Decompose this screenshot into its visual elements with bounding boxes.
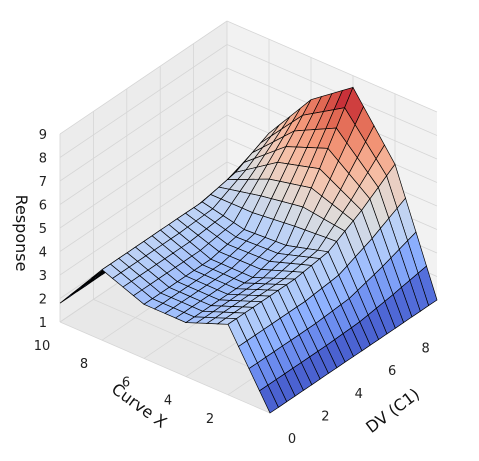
- grid-line-z: [59, 67, 228, 182]
- z-tick-label: 4: [39, 246, 47, 261]
- grid-line-z: [59, 44, 228, 158]
- grid-line-z: [59, 161, 228, 276]
- x-tick-label: 8: [421, 342, 429, 357]
- y-tick-label: 8: [80, 357, 88, 372]
- x-tick-label: 6: [388, 364, 396, 379]
- grid-line-z: [59, 91, 228, 205]
- grid-line-z: [59, 20, 228, 135]
- y-tick-label: 6: [122, 375, 130, 390]
- y-tick-label: 4: [164, 394, 172, 409]
- z-tick-label: 8: [39, 152, 47, 167]
- surface-mesh: [59, 86, 438, 414]
- y-tick-label: 10: [34, 339, 51, 354]
- x-tick-label: 2: [321, 409, 329, 424]
- grid-line-z: [59, 114, 228, 229]
- z-tick-label: 7: [39, 175, 47, 190]
- z-tick-label: 3: [39, 269, 47, 284]
- x-tick-label: 0: [288, 432, 296, 447]
- grid-line-z: [59, 138, 228, 252]
- z-tick-label: 5: [39, 222, 47, 237]
- y-tick-label: 2: [206, 412, 214, 427]
- z-tick-label: 2: [39, 293, 47, 308]
- surface-facet: [259, 384, 279, 414]
- z-axis-label: Response: [12, 195, 31, 272]
- y-axis-label: Curve X: [108, 379, 170, 432]
- x-axis-label: DV (C1): [362, 384, 423, 436]
- grid-line-z: [226, 44, 438, 136]
- z-tick-label: 9: [39, 128, 47, 143]
- grid-line-x: [59, 321, 271, 414]
- z-tick-label: 1: [39, 316, 47, 331]
- grid-line-z: [226, 20, 438, 113]
- z-tick-label: 6: [39, 199, 47, 214]
- x-tick-label: 4: [355, 387, 363, 402]
